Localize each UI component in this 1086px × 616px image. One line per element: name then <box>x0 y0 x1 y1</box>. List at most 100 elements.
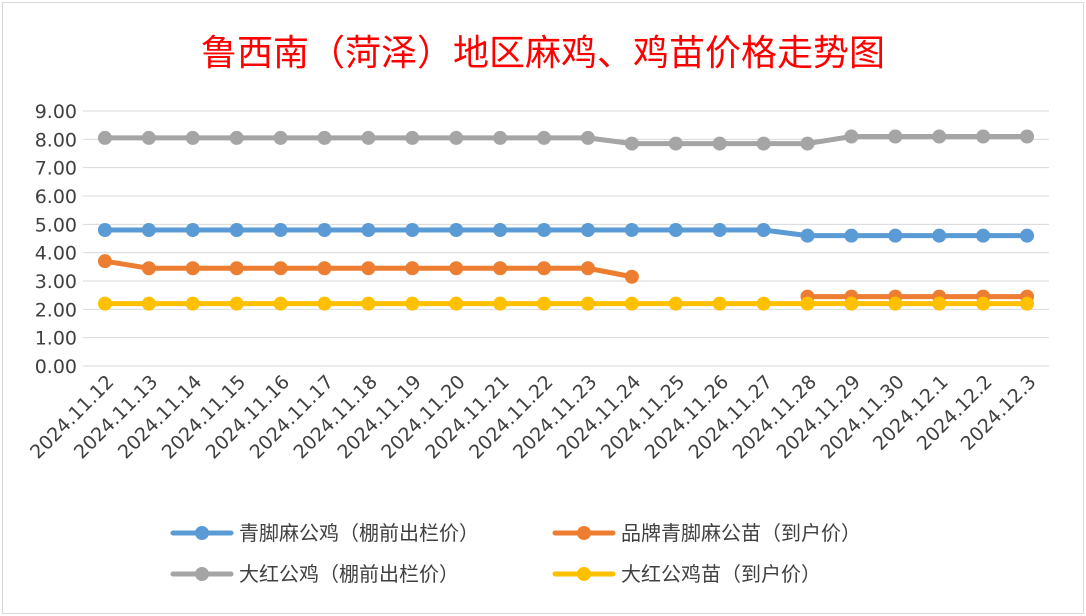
data-point <box>976 296 991 311</box>
y-tick-label: 0.00 <box>35 356 77 378</box>
data-point <box>229 296 244 311</box>
series-line <box>102 134 1030 147</box>
series-1 <box>97 254 1035 304</box>
data-point <box>932 129 947 144</box>
data-point <box>141 130 156 145</box>
data-point <box>888 296 903 311</box>
legend-marker <box>195 526 209 540</box>
data-point <box>317 130 332 145</box>
data-point <box>888 129 903 144</box>
legend-item: 大红公鸡苗（到户价） <box>552 562 821 586</box>
data-point <box>493 223 508 237</box>
data-point <box>712 136 727 151</box>
data-point <box>449 223 464 237</box>
data-point <box>229 223 244 237</box>
data-point <box>97 296 112 311</box>
data-point <box>756 136 771 151</box>
data-point <box>932 296 947 311</box>
data-point <box>361 296 376 311</box>
data-point <box>580 130 595 145</box>
data-point <box>97 223 112 237</box>
series-3 <box>97 296 1035 311</box>
data-point <box>361 130 376 145</box>
data-point <box>537 261 552 276</box>
legend-label: 大红公鸡苗（到户价） <box>621 562 821 586</box>
data-point <box>1020 296 1035 311</box>
data-point <box>405 261 420 276</box>
data-point <box>185 130 200 145</box>
data-point <box>1020 129 1035 144</box>
data-point <box>493 261 508 276</box>
x-axis-ticks: 2024.11.122024.11.132024.11.142024.11.15… <box>26 371 1041 463</box>
data-point <box>405 130 420 145</box>
data-point <box>580 261 595 276</box>
line-chart: 鲁西南（菏泽）地区麻鸡、鸡苗价格走势图 0.00 1.00 2.00 3.00 4.00… <box>26 33 1049 586</box>
data-point <box>141 296 156 311</box>
y-axis-ticks: 0.00 1.00 2.00 3.00 4.00 5.00 6.00 7.00 8.00 9.00 <box>35 101 77 378</box>
data-point <box>273 223 288 237</box>
series-group <box>97 129 1035 311</box>
data-point <box>580 296 595 311</box>
data-point <box>405 223 420 237</box>
y-tick-label: 6.00 <box>35 186 77 208</box>
series-2 <box>97 129 1035 151</box>
data-point <box>449 296 464 311</box>
data-point <box>844 228 859 243</box>
data-point <box>888 228 903 243</box>
data-point <box>800 228 815 243</box>
data-point <box>141 223 156 237</box>
series-0 <box>97 223 1035 243</box>
data-point <box>712 223 727 237</box>
data-point <box>361 223 376 237</box>
y-tick-label: 5.00 <box>35 214 77 236</box>
legend-item: 大红公鸡（棚前出栏价） <box>170 562 459 586</box>
data-point <box>844 129 859 144</box>
legend-item: 青脚麻公鸡（棚前出栏价） <box>170 521 479 545</box>
data-point <box>361 261 376 276</box>
data-point <box>932 228 947 243</box>
chart-title: 鲁西南（菏泽）地区麻鸡、鸡苗价格走势图 <box>201 33 885 74</box>
data-point <box>449 130 464 145</box>
series-line <box>102 227 1030 239</box>
data-point <box>273 261 288 276</box>
data-point <box>624 296 639 311</box>
y-tick-label: 3.00 <box>35 271 77 293</box>
data-point <box>800 296 815 311</box>
data-point <box>273 296 288 311</box>
data-point <box>580 223 595 237</box>
data-point <box>668 136 683 151</box>
legend: 青脚麻公鸡（棚前出栏价） 品牌青脚麻公苗（到户价） 大红公鸡（棚前出栏价） 大红公鸡苗… <box>170 521 861 586</box>
y-tick-label: 2.00 <box>35 299 77 321</box>
data-point <box>756 223 771 237</box>
data-point <box>317 223 332 237</box>
legend-marker <box>577 567 591 581</box>
y-tick-label: 1.00 <box>35 328 77 350</box>
legend-label: 大红公鸡（棚前出栏价） <box>239 562 459 586</box>
y-tick-label: 9.00 <box>35 101 77 123</box>
data-point <box>229 130 244 145</box>
data-point <box>800 136 815 151</box>
legend-label: 品牌青脚麻公苗（到户价） <box>621 521 861 545</box>
data-point <box>537 296 552 311</box>
data-point <box>668 296 683 311</box>
gridlines <box>83 110 1049 367</box>
legend-label: 青脚麻公鸡（棚前出栏价） <box>239 521 479 545</box>
data-point <box>229 261 244 276</box>
data-point <box>624 223 639 237</box>
data-point <box>141 261 156 276</box>
data-point <box>976 228 991 243</box>
data-point <box>976 129 991 144</box>
y-tick-label: 8.00 <box>35 129 77 151</box>
data-point <box>1020 228 1035 243</box>
data-point <box>493 130 508 145</box>
legend-marker <box>195 567 209 581</box>
data-point <box>317 296 332 311</box>
data-point <box>405 296 420 311</box>
data-point <box>668 223 683 237</box>
data-point <box>756 296 771 311</box>
data-point <box>185 223 200 237</box>
data-point <box>185 261 200 276</box>
data-point <box>624 269 639 284</box>
data-point <box>273 130 288 145</box>
